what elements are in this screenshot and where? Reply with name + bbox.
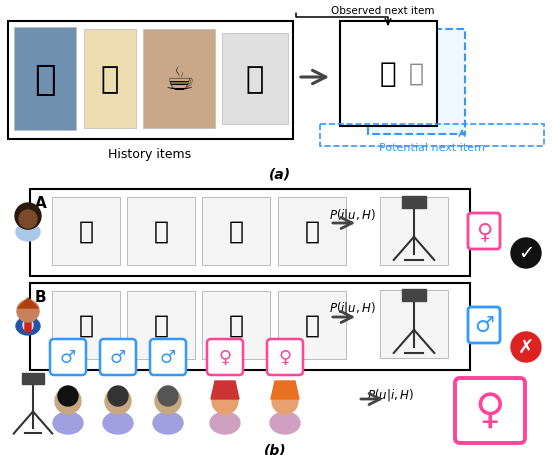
Text: $P(u|i,H)$: $P(u|i,H)$ [367,386,413,402]
FancyBboxPatch shape [455,378,525,443]
Text: 🔭: 🔭 [305,219,320,243]
Bar [52,291,120,359]
Ellipse shape [23,319,33,331]
Bar [380,290,448,358]
Circle shape [158,386,178,406]
Bar [368,30,465,135]
FancyBboxPatch shape [50,339,86,375]
Text: Potential next item: Potential next item [379,143,485,153]
FancyBboxPatch shape [207,339,243,375]
Bar [278,197,346,265]
Text: 👔: 👔 [34,63,56,97]
Text: ♂: ♂ [474,315,494,335]
Text: ♀: ♀ [475,389,505,431]
Ellipse shape [16,317,40,335]
Text: History items: History items [108,148,192,161]
Text: ⌚: ⌚ [153,313,168,337]
Circle shape [58,386,78,406]
Text: ♀: ♀ [476,222,492,242]
Bar [278,291,346,359]
Text: 🪝: 🪝 [380,60,396,88]
Circle shape [511,332,541,362]
Circle shape [15,203,41,229]
FancyBboxPatch shape [468,307,500,343]
Bar [52,197,120,265]
Circle shape [212,388,238,414]
Text: ♀: ♀ [278,348,291,366]
Text: 🖨: 🖨 [408,62,423,86]
Text: 📷: 📷 [305,313,320,337]
Text: 📱: 📱 [101,66,119,94]
Circle shape [108,386,128,406]
Circle shape [55,388,81,414]
Bar [402,290,426,301]
Circle shape [155,388,181,414]
Text: Observed next item: Observed next item [331,6,435,16]
Bar [143,30,215,129]
Text: 🖨: 🖨 [246,66,264,94]
Ellipse shape [153,412,183,434]
Text: ✗: ✗ [518,338,534,357]
Text: ⌚: ⌚ [229,219,243,243]
Ellipse shape [103,412,133,434]
Text: ♂: ♂ [60,348,76,366]
Bar [8,22,293,140]
Bar [202,197,270,265]
Text: 🥤: 🥤 [78,219,93,243]
Polygon shape [211,381,239,399]
FancyBboxPatch shape [100,339,136,375]
Circle shape [17,300,39,322]
Bar [202,291,270,359]
Bar [30,190,470,276]
Bar [127,291,195,359]
Bar [340,22,437,127]
Text: ✓: ✓ [518,244,534,263]
FancyBboxPatch shape [468,213,500,249]
Ellipse shape [16,223,40,242]
FancyBboxPatch shape [25,322,31,332]
FancyBboxPatch shape [150,339,186,375]
Text: A: A [35,196,47,211]
Circle shape [511,238,541,268]
Ellipse shape [270,412,300,434]
FancyBboxPatch shape [267,339,303,375]
Bar [127,197,195,265]
Text: ♂: ♂ [160,348,176,366]
Bar [30,283,470,370]
Bar [84,30,136,129]
Bar [22,373,44,384]
Circle shape [105,388,131,414]
Text: ♂: ♂ [110,348,126,366]
Ellipse shape [210,412,240,434]
Bar [14,28,76,131]
Ellipse shape [53,412,83,434]
Text: 📱: 📱 [153,219,168,243]
Bar [380,197,448,265]
Text: (a): (a) [269,167,291,182]
Circle shape [17,207,39,229]
Text: ☕: ☕ [164,63,194,96]
Text: 📱: 📱 [229,313,243,337]
Circle shape [272,388,298,414]
Circle shape [19,211,37,228]
Text: $P(i|u,H)$: $P(i|u,H)$ [328,207,375,222]
Polygon shape [271,381,299,399]
Text: (b): (b) [264,443,286,455]
Bar [320,125,544,147]
Text: 🧃: 🧃 [78,313,93,337]
Text: $P(i|u,H)$: $P(i|u,H)$ [328,299,375,315]
Text: ♀: ♀ [219,348,231,366]
Text: B: B [35,289,46,304]
Bar [222,34,288,125]
Polygon shape [18,298,38,308]
Bar [402,197,426,208]
